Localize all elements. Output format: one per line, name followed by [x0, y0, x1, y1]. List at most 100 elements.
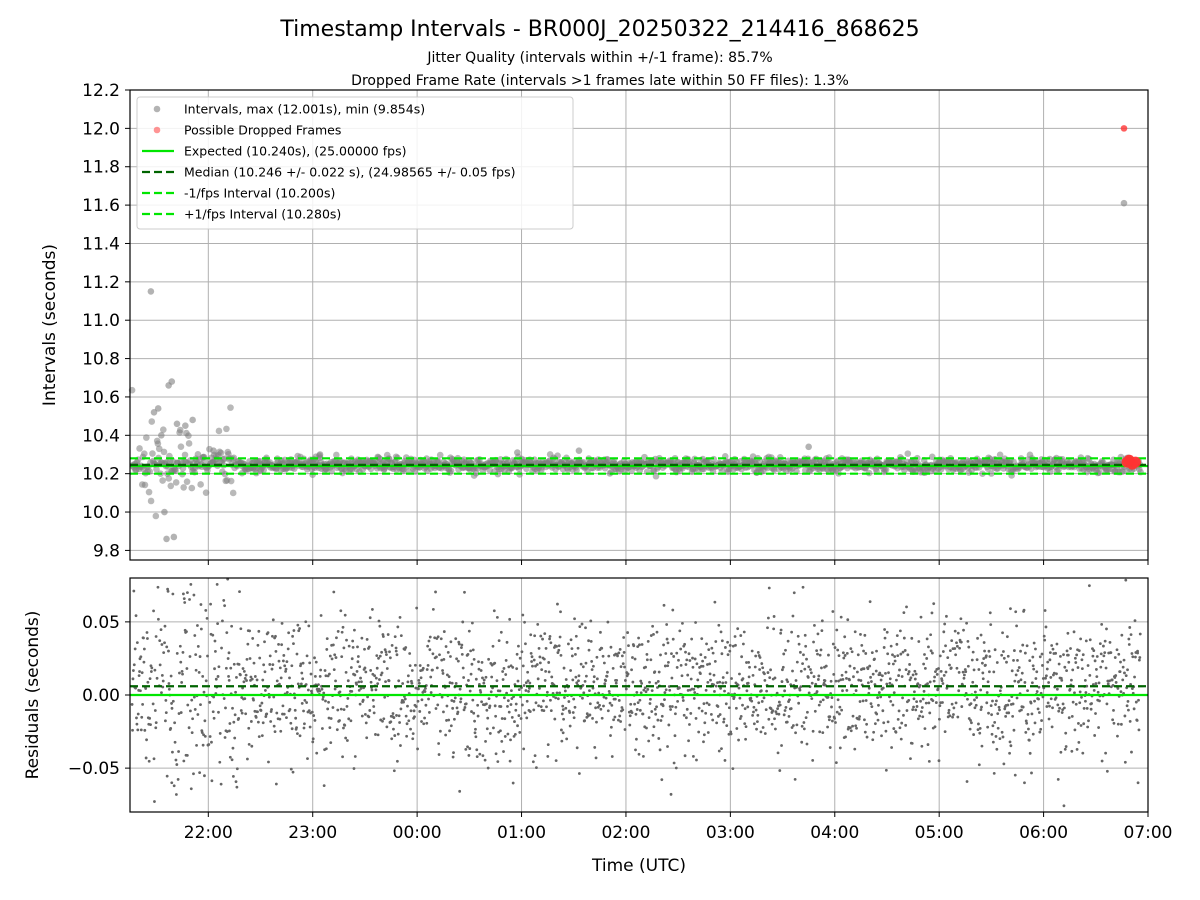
residual-point	[139, 728, 143, 732]
residual-point	[300, 671, 304, 675]
residual-point	[538, 661, 542, 665]
residual-point	[1079, 637, 1083, 641]
residual-point	[1019, 649, 1022, 653]
residual-point	[826, 695, 830, 699]
residual-point	[519, 717, 523, 720]
residual-point	[662, 643, 665, 647]
residual-point	[702, 702, 706, 706]
residual-point	[248, 657, 252, 660]
residual-point	[897, 709, 901, 713]
residual-point	[243, 677, 247, 680]
residual-point	[1048, 658, 1052, 662]
residual-point	[233, 713, 237, 717]
residuals-y-tick-label: 0.00	[82, 686, 120, 706]
residual-point	[181, 672, 184, 676]
interval-point	[172, 479, 180, 486]
residual-point	[857, 678, 861, 682]
residual-point	[492, 726, 495, 730]
residual-point	[834, 721, 837, 724]
residual-point	[767, 586, 771, 590]
residual-point	[215, 582, 219, 586]
residual-point	[522, 747, 526, 751]
residual-point	[935, 672, 939, 676]
residual-point	[1030, 712, 1034, 716]
residual-point	[258, 656, 262, 660]
residual-point	[301, 677, 305, 681]
residual-point	[1047, 717, 1051, 721]
residual-point	[496, 760, 500, 764]
interval-point	[147, 497, 155, 505]
residual-point	[271, 663, 275, 666]
residual-point	[572, 697, 576, 701]
residual-point	[873, 657, 876, 661]
residual-point	[1040, 719, 1043, 722]
residual-point	[1087, 584, 1091, 588]
interval-point	[167, 482, 175, 490]
residual-point	[437, 753, 441, 756]
residual-point	[318, 689, 322, 693]
x-tick-label: 06:00	[1019, 823, 1068, 843]
residual-point	[1077, 722, 1080, 725]
residual-point	[1113, 656, 1117, 659]
residual-point	[256, 710, 259, 714]
residual-point	[977, 668, 981, 671]
residual-point	[499, 705, 503, 708]
residual-point	[449, 724, 453, 728]
residual-point	[1021, 705, 1025, 709]
residual-point	[988, 655, 992, 658]
residual-point	[467, 754, 471, 757]
residual-point	[460, 646, 463, 650]
residual-point	[855, 726, 858, 730]
residual-point	[214, 677, 218, 681]
residual-point	[958, 646, 961, 650]
residual-point	[380, 671, 384, 675]
residual-point	[186, 591, 189, 595]
residual-point	[185, 753, 189, 757]
residual-point	[404, 714, 408, 718]
residual-point	[164, 711, 168, 715]
residual-point	[1096, 690, 1100, 694]
residual-point	[406, 680, 410, 684]
residual-point	[1010, 669, 1014, 673]
residual-point	[1056, 703, 1060, 707]
residual-point	[857, 717, 861, 721]
residual-point	[604, 679, 608, 683]
residual-point	[677, 658, 680, 662]
residual-point	[1125, 704, 1129, 708]
residual-point	[651, 624, 655, 628]
residual-point	[384, 650, 388, 654]
residual-point	[817, 703, 821, 707]
residual-point	[1108, 679, 1111, 683]
residual-point	[1116, 687, 1120, 690]
residual-point	[1073, 691, 1076, 695]
residual-point	[1063, 747, 1067, 751]
residual-point	[751, 673, 755, 677]
residual-point	[870, 680, 873, 683]
residual-point	[1071, 668, 1075, 672]
residual-point	[592, 664, 595, 668]
residual-point	[1086, 725, 1090, 729]
residual-point	[468, 689, 472, 693]
intervals-y-tick-label: 11.2	[82, 273, 120, 293]
residual-point	[206, 654, 209, 658]
residual-point	[310, 710, 314, 714]
residual-point	[1103, 651, 1107, 655]
residual-point	[357, 688, 361, 692]
residual-point	[353, 755, 357, 758]
residual-point	[456, 710, 460, 714]
residual-point	[479, 669, 483, 672]
residual-point	[607, 690, 611, 693]
residual-point	[1032, 667, 1036, 671]
residual-point	[449, 655, 452, 658]
residual-point	[451, 706, 455, 710]
residual-point	[383, 695, 387, 699]
residual-point	[756, 651, 760, 654]
residual-point	[440, 695, 444, 699]
residual-point	[493, 704, 497, 708]
residual-point	[373, 674, 376, 678]
residual-point	[203, 734, 207, 738]
residual-point	[565, 737, 569, 741]
residual-point	[279, 676, 283, 680]
residual-point	[749, 696, 753, 700]
residual-point	[853, 630, 857, 634]
